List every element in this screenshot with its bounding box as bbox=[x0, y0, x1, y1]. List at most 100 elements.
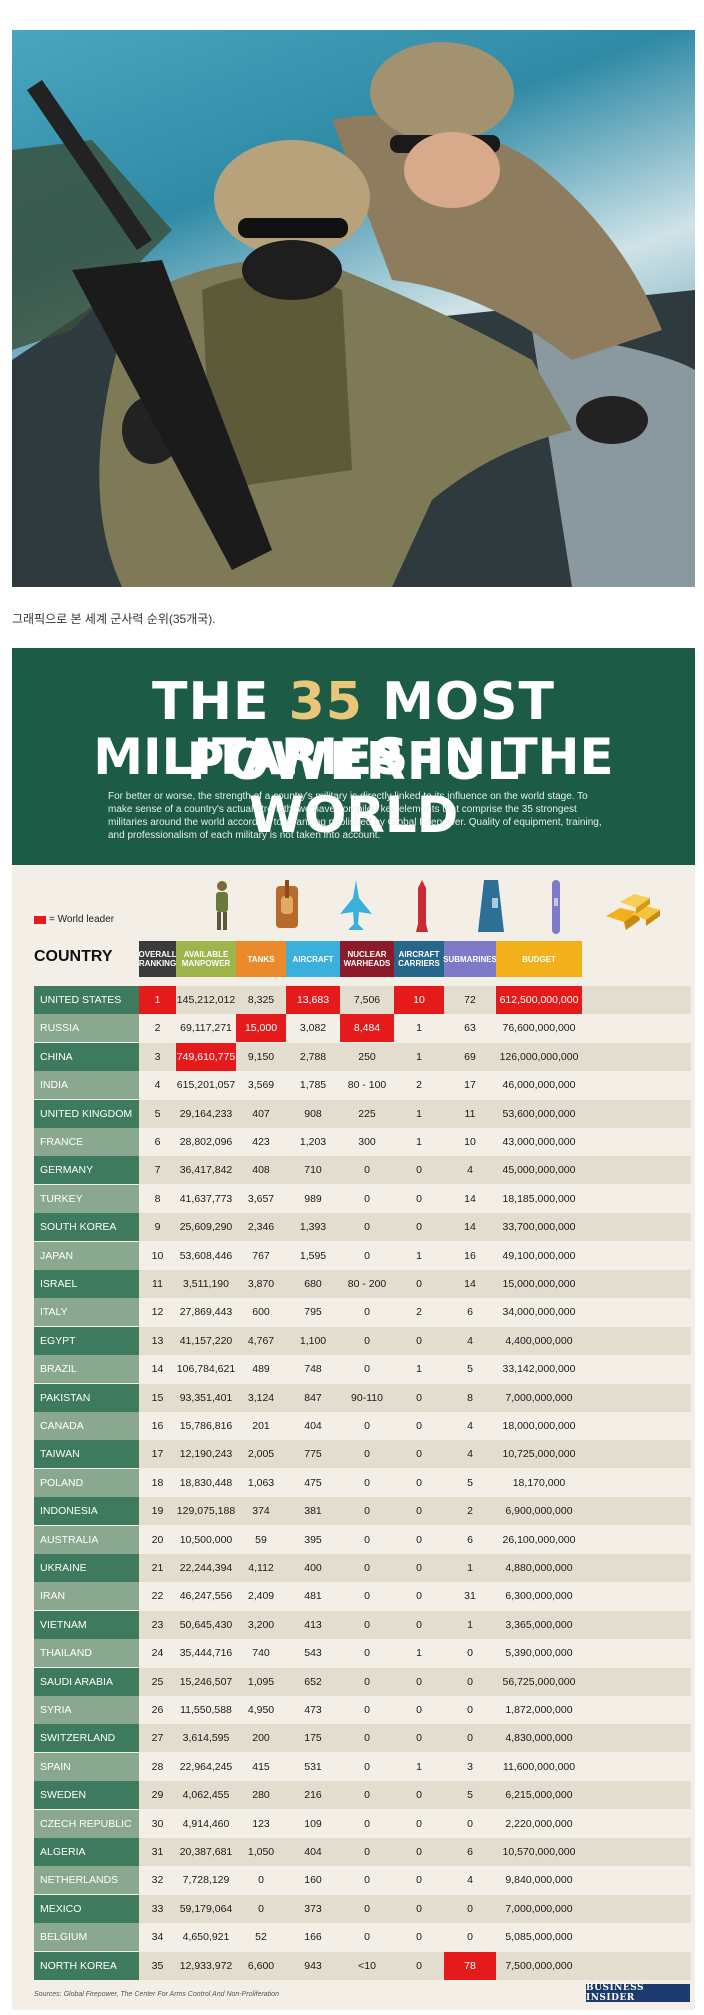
cell-nuclear: 250 bbox=[358, 1050, 376, 1063]
cell-nuclear: 0 bbox=[364, 1192, 370, 1205]
cell-subs: 69 bbox=[464, 1050, 476, 1063]
cell-aircraft: 989 bbox=[304, 1192, 322, 1205]
table-row: PAKISTAN 15 93,351,401 3,124 847 90-110 0 8 7,00… bbox=[34, 1383, 691, 1412]
cell-carriers: 0 bbox=[416, 1846, 422, 1858]
cell-manpower: 50,645,430 bbox=[179, 1618, 233, 1631]
cell-aircraft: 2,788 bbox=[299, 1050, 327, 1063]
table-row: UNITED STATES 1 145,212,012 8,325 13,683 7,50… bbox=[34, 986, 691, 1014]
column-header-aircraft: AIRCRAFT bbox=[286, 941, 340, 977]
table-row: RUSSIA 2 69,117,271 15,000 3,082 8,484 1 63 76,6… bbox=[34, 1014, 691, 1043]
cell-tanks: 767 bbox=[252, 1249, 270, 1262]
cell-budget: 5,085,000,000 bbox=[505, 1931, 573, 1944]
cell-carriers: 0 bbox=[416, 1476, 422, 1489]
cell-budget: 76,600,000,000 bbox=[502, 1022, 576, 1035]
cell-tanks: 4,112 bbox=[248, 1562, 274, 1574]
cell-subs: 5 bbox=[467, 1476, 473, 1489]
cell-carriers: 2 bbox=[416, 1306, 422, 1319]
cell-carriers: 10 bbox=[394, 986, 444, 1014]
cell-manpower: 69,117,271 bbox=[180, 1022, 232, 1035]
cell-nuclear: 0 bbox=[364, 1618, 370, 1631]
cell-budget: 4,830,000,000 bbox=[505, 1732, 573, 1745]
cell-aircraft: 652 bbox=[304, 1675, 322, 1688]
cell-manpower: 35,444,716 bbox=[179, 1647, 233, 1660]
cell-aircraft: 531 bbox=[304, 1760, 322, 1773]
cell-nuclear: 0 bbox=[364, 1363, 370, 1376]
cell-subs: 5 bbox=[467, 1789, 473, 1802]
cell-rank: 19 bbox=[151, 1505, 164, 1518]
cell-carriers: 0 bbox=[416, 1817, 422, 1830]
cell-tanks: 4,767 bbox=[247, 1334, 275, 1347]
cell-budget: 18,170,000 bbox=[512, 1476, 566, 1489]
table-row: INDIA 4 615,201,057 3,569 1,785 80 - 100 2 17 46… bbox=[34, 1071, 691, 1100]
cell-carriers: 0 bbox=[416, 1590, 422, 1603]
cell-carriers: 0 bbox=[416, 1164, 422, 1177]
cell-aircraft: 160 bbox=[304, 1874, 322, 1887]
legend: = World leader bbox=[34, 914, 114, 925]
cell-tanks: 123 bbox=[252, 1817, 270, 1830]
cell-carriers: 1 bbox=[416, 1136, 422, 1148]
table-row: ISRAEL 11 3,511,190 3,870 680 80 - 200 0 14 15,0… bbox=[34, 1270, 691, 1298]
cell-carriers: 0 bbox=[416, 1221, 422, 1234]
cell-manpower: 12,190,243 bbox=[179, 1448, 233, 1461]
column-header-subs: SUBMARINES bbox=[443, 941, 497, 977]
cell-carriers: 0 bbox=[416, 1533, 422, 1546]
cell-carriers: 0 bbox=[416, 1391, 422, 1404]
cell-budget: 18,000,000,000 bbox=[502, 1420, 576, 1432]
cell-rank: 10 bbox=[151, 1249, 164, 1262]
cell-tanks: 4,950 bbox=[247, 1704, 275, 1716]
table-row: EGYPT 13 41,157,220 4,767 1,100 0 0 4 4,400,000,… bbox=[34, 1326, 691, 1355]
cell-carriers: 0 bbox=[416, 1959, 422, 1972]
cell-subs: 0 bbox=[467, 1732, 473, 1745]
cell-nuclear: 225 bbox=[358, 1107, 376, 1120]
country-name: EGYPT bbox=[34, 1326, 139, 1355]
cell-subs: 78 bbox=[444, 1951, 496, 1980]
cell-carriers: 0 bbox=[416, 1420, 422, 1432]
cell-tanks: 374 bbox=[252, 1505, 270, 1518]
cell-rank: 18 bbox=[151, 1476, 164, 1489]
cell-tanks: 408 bbox=[252, 1164, 270, 1177]
country-name: IRAN bbox=[34, 1582, 139, 1611]
cell-budget: 33,700,000,000 bbox=[502, 1221, 576, 1234]
cell-budget: 126,000,000,000 bbox=[499, 1050, 579, 1063]
cell-rank: 25 bbox=[151, 1675, 164, 1688]
photo-caption: 그래픽으로 본 세계 군사력 순위(35개국). bbox=[12, 612, 216, 626]
cell-rank: 7 bbox=[154, 1164, 161, 1177]
cell-budget: 6,300,000,000 bbox=[505, 1590, 573, 1603]
cell-rank: 34 bbox=[151, 1931, 164, 1944]
cell-manpower: 22,244,394 bbox=[179, 1562, 233, 1574]
cell-tanks: 0 bbox=[258, 1902, 264, 1915]
cell-subs: 0 bbox=[467, 1675, 473, 1688]
cell-rank: 9 bbox=[154, 1221, 161, 1234]
cell-nuclear: 0 bbox=[364, 1221, 370, 1234]
cell-nuclear: 0 bbox=[364, 1420, 370, 1432]
cell-aircraft: 404 bbox=[304, 1420, 322, 1432]
cell-nuclear: 0 bbox=[364, 1675, 370, 1688]
table-row: CZECH REPUBLIC 30 4,914,460 123 109 0 0 0 2,220,… bbox=[34, 1809, 691, 1838]
cell-budget: 6,215,000,000 bbox=[505, 1789, 573, 1802]
cell-aircraft: 166 bbox=[304, 1931, 322, 1944]
cell-budget: 53,600,000,000 bbox=[502, 1107, 576, 1120]
cell-budget: 612,500,000,000 bbox=[496, 986, 582, 1014]
cell-carriers: 0 bbox=[416, 1874, 422, 1887]
table-row: IRAN 22 46,247,556 2,409 481 0 0 31 6,300,000,00… bbox=[34, 1582, 691, 1611]
tank-icon bbox=[276, 880, 298, 928]
cell-rank: 21 bbox=[151, 1562, 164, 1574]
cell-budget: 34,000,000,000 bbox=[502, 1306, 576, 1319]
cell-aircraft: 795 bbox=[304, 1306, 322, 1319]
cell-subs: 14 bbox=[464, 1192, 476, 1205]
cell-aircraft: 400 bbox=[304, 1562, 322, 1574]
cell-budget: 9,840,000,000 bbox=[505, 1874, 573, 1887]
country-name: FRANCE bbox=[34, 1128, 139, 1156]
table-row: GERMANY 7 36,417,842 408 710 0 0 4 45,000,000,00… bbox=[34, 1156, 691, 1185]
table-row: JAPAN 10 53,608,446 767 1,595 0 1 16 49,100,000,… bbox=[34, 1241, 691, 1270]
cell-aircraft: 216 bbox=[304, 1789, 322, 1802]
cell-nuclear: 0 bbox=[364, 1562, 370, 1574]
cell-budget: 10,725,000,000 bbox=[502, 1448, 576, 1461]
country-name: SWEDEN bbox=[34, 1781, 139, 1810]
country-name: ALGERIA bbox=[34, 1838, 139, 1866]
cell-tanks: 415 bbox=[252, 1760, 270, 1773]
cell-subs: 1 bbox=[467, 1562, 473, 1574]
country-name: CZECH REPUBLIC bbox=[34, 1809, 139, 1838]
cell-tanks: 600 bbox=[252, 1306, 270, 1319]
